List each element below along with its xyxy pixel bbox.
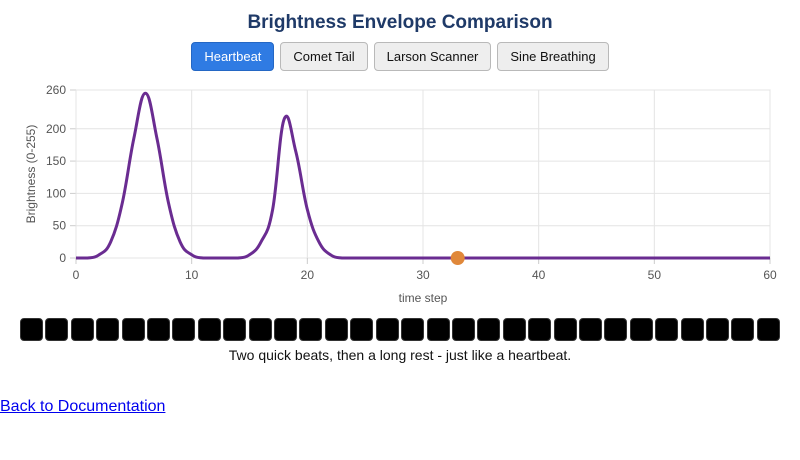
led-cell (477, 318, 501, 341)
chart-title: Brightness Envelope Comparison (247, 12, 553, 33)
led-cell (756, 318, 780, 341)
led-cell (426, 318, 450, 341)
x-tick-label: 60 (763, 268, 777, 282)
led-cell (45, 318, 69, 341)
led-cell (629, 318, 653, 341)
y-tick-label: 260 (46, 83, 66, 97)
led-cell (197, 318, 221, 341)
envelope-selector: Heartbeat Comet Tail Larson Scanner Sine… (0, 42, 800, 71)
y-tick-label: 150 (46, 154, 66, 168)
led-cell (274, 318, 298, 341)
y-axis-label: Brightness (0-255) (24, 125, 38, 224)
brightness-series-line (76, 91, 770, 260)
x-tick-label: 10 (185, 268, 199, 282)
led-cell (299, 318, 323, 341)
x-tick-label: 40 (532, 268, 546, 282)
led-cell (147, 318, 171, 341)
led-cell (604, 318, 628, 341)
led-cell (172, 318, 196, 341)
led-cell (578, 318, 602, 341)
y-tick-label: 0 (59, 251, 66, 265)
envelope-caption: Two quick beats, then a long rest - just… (228, 347, 572, 363)
led-cell (324, 318, 348, 341)
led-cell (451, 318, 475, 341)
led-cell (731, 318, 755, 341)
led-cell (20, 318, 43, 341)
led-cell (401, 318, 425, 341)
led-cell (70, 318, 94, 341)
led-cell (680, 318, 704, 341)
led-cell (96, 318, 120, 341)
led-cell (121, 318, 145, 341)
led-cell (248, 318, 272, 341)
y-tick-label: 100 (46, 186, 66, 200)
current-step-marker (450, 251, 465, 265)
led-cell (705, 318, 729, 341)
y-tick-label: 200 (46, 122, 66, 136)
led-cell (350, 318, 374, 341)
sine-breathing-button[interactable]: Sine Breathing (497, 42, 609, 71)
back-to-documentation-link[interactable]: Back to Documentation (0, 398, 166, 415)
comet-tail-button[interactable]: Comet Tail (280, 42, 368, 71)
led-cell (553, 318, 577, 341)
y-tick-label: 50 (53, 219, 67, 233)
x-axis-label: time step (399, 291, 448, 305)
brightness-chart: 0 50 100 150 200 260 0 10 20 30 40 50 60 time step Bri… (24, 83, 777, 305)
led-cell (375, 318, 399, 341)
led-cell (223, 318, 247, 341)
led-cell (655, 318, 679, 341)
led-cell (502, 318, 526, 341)
x-tick-label: 0 (73, 268, 80, 282)
x-tick-label: 50 (648, 268, 662, 282)
x-tick-label: 20 (301, 268, 315, 282)
heartbeat-button[interactable]: Heartbeat (191, 42, 275, 71)
x-tick-label: 30 (416, 268, 430, 282)
led-cell (528, 318, 552, 341)
led-strip (20, 318, 780, 342)
larson-scanner-button[interactable]: Larson Scanner (373, 42, 492, 71)
